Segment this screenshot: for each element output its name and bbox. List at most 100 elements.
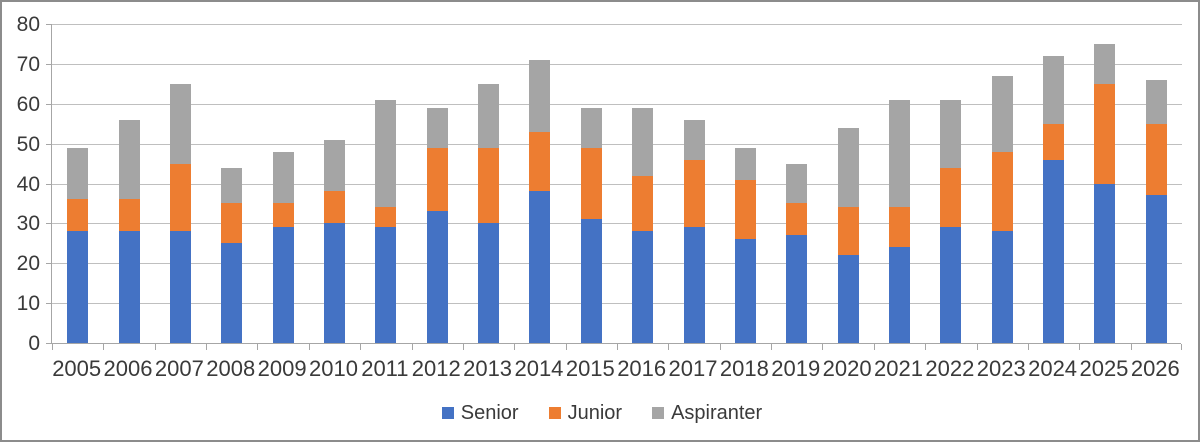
bar-2009-senior[interactable] [272, 227, 294, 343]
x-axis-tick-19 [1028, 344, 1029, 350]
bar-2012-junior[interactable] [426, 147, 448, 212]
bar-2016-junior[interactable] [632, 175, 654, 232]
bar-2005-junior[interactable] [67, 199, 89, 232]
legend-item-senior[interactable]: Senior [441, 402, 519, 424]
y-axis-tick-80 [46, 24, 52, 25]
bar-2011-aspiranter[interactable] [375, 99, 397, 208]
bar-2015-senior[interactable] [580, 219, 602, 343]
y-axis-tick-30 [46, 223, 52, 225]
bar-2007-senior[interactable] [169, 231, 191, 343]
x-axis-label-2017: 2017 [668, 356, 718, 381]
x-axis-tick-3 [206, 344, 207, 350]
bar-2021-aspiranter[interactable] [889, 99, 910, 208]
bar-2006-senior[interactable] [118, 231, 140, 343]
bar-2025-senior[interactable] [1094, 183, 1116, 343]
bar-2026-aspiranter[interactable] [1145, 79, 1167, 124]
y-axis-label-60: 60 [16, 92, 40, 116]
legend-label-junior: Junior [567, 402, 623, 424]
bar-2020-senior[interactable] [837, 255, 859, 343]
bar-2010-senior[interactable] [324, 223, 345, 343]
y-axis-label-30: 30 [16, 212, 40, 236]
x-axis-tick-17 [925, 344, 926, 350]
bar-2021-junior[interactable] [889, 207, 910, 248]
bar-2011-senior[interactable] [375, 227, 397, 343]
x-axis-label-2025: 2025 [1079, 356, 1129, 381]
bar-2026-senior[interactable] [1145, 195, 1167, 343]
bar-2019-junior[interactable] [786, 203, 808, 236]
bar-2016-senior[interactable] [632, 231, 654, 343]
bar-2018-aspiranter[interactable] [734, 147, 756, 180]
bar-2014-aspiranter[interactable] [529, 59, 551, 132]
bar-2013-junior[interactable] [478, 147, 500, 224]
bar-2015-junior[interactable] [580, 147, 602, 220]
bar-2010-aspiranter[interactable] [324, 139, 345, 192]
bar-2021-senior[interactable] [889, 247, 910, 343]
bar-2025-aspiranter[interactable] [1094, 43, 1116, 84]
bar-2017-junior[interactable] [683, 159, 705, 228]
bar-2010-junior[interactable] [324, 191, 345, 224]
bar-2014-junior[interactable] [529, 131, 551, 192]
x-axis-label-2012: 2012 [411, 356, 461, 381]
x-axis-tick-21 [1131, 344, 1132, 350]
bar-2012-senior[interactable] [426, 211, 448, 343]
bar-2022-aspiranter[interactable] [940, 99, 962, 168]
bar-2017-senior[interactable] [683, 227, 705, 343]
bar-2019-senior[interactable] [786, 235, 808, 343]
y-axis-tick-70 [46, 63, 52, 65]
bar-2006-junior[interactable] [118, 199, 140, 232]
y-axis-label-10: 10 [16, 292, 40, 316]
x-axis-tick-15 [822, 344, 823, 350]
y-axis-tick-50 [46, 143, 52, 145]
x-axis-label-2013: 2013 [463, 356, 513, 381]
bar-2005-senior[interactable] [67, 231, 89, 343]
legend-item-junior[interactable]: Junior [548, 402, 623, 424]
bar-2023-aspiranter[interactable] [991, 75, 1013, 152]
bar-2024-aspiranter[interactable] [1043, 55, 1065, 124]
x-axis-tick-4 [257, 344, 258, 350]
bar-2024-junior[interactable] [1043, 123, 1065, 160]
bar-2009-aspiranter[interactable] [272, 151, 294, 204]
bar-2020-junior[interactable] [837, 207, 859, 256]
bar-2023-senior[interactable] [991, 231, 1013, 343]
gridline-y-60 [52, 103, 1182, 105]
bar-2015-aspiranter[interactable] [580, 107, 602, 148]
plot-area [46, 24, 1182, 350]
bar-2018-senior[interactable] [734, 239, 756, 343]
gridline-y-40 [52, 183, 1182, 185]
legend-swatch-senior-icon [441, 407, 454, 419]
bar-2008-aspiranter[interactable] [221, 167, 243, 204]
bar-2022-junior[interactable] [940, 167, 962, 228]
legend-item-aspiranter[interactable]: Aspiranter [652, 402, 762, 424]
bar-2024-senior[interactable] [1043, 159, 1065, 343]
bar-2013-aspiranter[interactable] [478, 83, 500, 148]
bar-2008-junior[interactable] [221, 203, 243, 244]
bar-2017-aspiranter[interactable] [683, 119, 705, 160]
x-axis-tick-20 [1079, 344, 1080, 350]
bar-2008-senior[interactable] [221, 243, 243, 343]
bar-2007-aspiranter[interactable] [169, 83, 191, 164]
bar-2018-junior[interactable] [734, 179, 756, 240]
gridline-y-20 [52, 263, 1182, 265]
legend-swatch-junior-icon [548, 407, 561, 419]
bar-2006-aspiranter[interactable] [118, 119, 140, 200]
bar-2005-aspiranter[interactable] [67, 147, 89, 200]
y-axis-label-40: 40 [16, 172, 40, 196]
bar-2023-junior[interactable] [991, 151, 1013, 232]
bar-2013-senior[interactable] [478, 223, 500, 343]
bar-2012-aspiranter[interactable] [426, 107, 448, 148]
x-axis-tick-6 [360, 344, 361, 350]
x-axis-label-2007: 2007 [154, 356, 204, 381]
bar-2014-senior[interactable] [529, 191, 551, 343]
bar-2022-senior[interactable] [940, 227, 962, 343]
bar-2007-junior[interactable] [169, 163, 191, 232]
bar-2020-aspiranter[interactable] [837, 127, 859, 208]
bar-2025-junior[interactable] [1094, 83, 1116, 184]
gridline-y-50 [52, 143, 1182, 145]
x-axis-tick-8 [463, 344, 464, 350]
bar-2009-junior[interactable] [272, 203, 294, 228]
bar-2011-junior[interactable] [375, 207, 397, 228]
bar-2019-aspiranter[interactable] [786, 163, 808, 204]
chart-legend: Senior Junior Aspiranter [2, 402, 1200, 424]
bar-2016-aspiranter[interactable] [632, 107, 654, 176]
bar-2026-junior[interactable] [1145, 123, 1167, 196]
